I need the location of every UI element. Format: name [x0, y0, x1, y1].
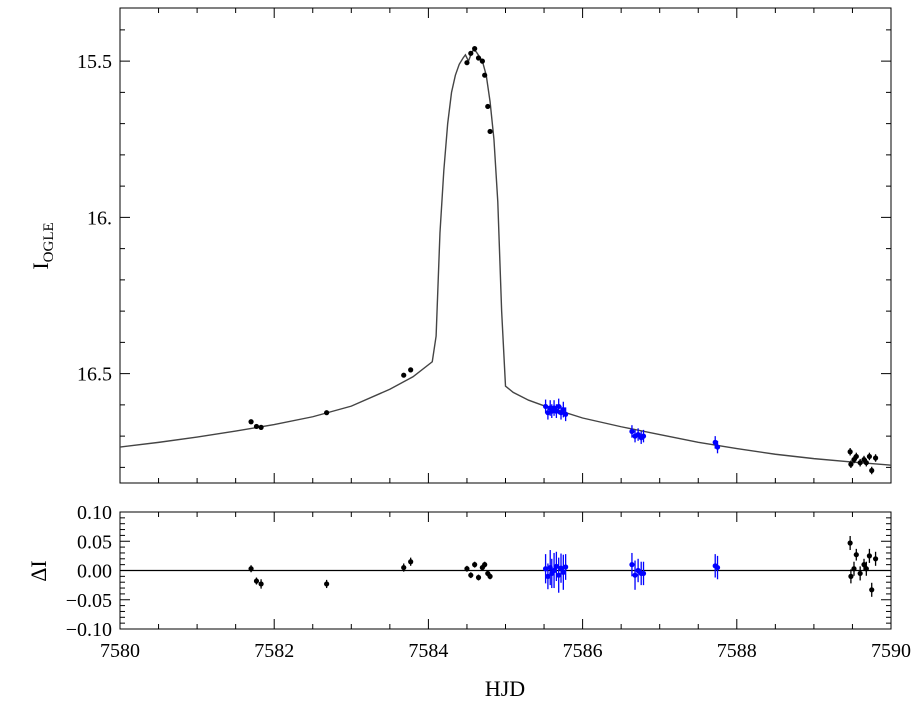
light-curve-point [853, 453, 859, 460]
residual-point [872, 556, 879, 562]
light-curve-plot-frame [119, 7, 892, 484]
light-curve-point [542, 403, 549, 410]
light-curve-point [714, 444, 721, 450]
light-curve-point [563, 411, 569, 417]
light-curve-point [475, 55, 482, 61]
x-tick-label: 7584 [408, 640, 448, 662]
light-curve-point [401, 372, 407, 378]
y-tick-label-res: 0.10 [77, 502, 112, 524]
x-axis-title: HJD [485, 676, 525, 701]
residuals-data-points [248, 535, 879, 597]
residual-point [632, 572, 638, 578]
y-tick-label-main: 15.5 [77, 51, 112, 73]
light-curve-point [848, 461, 854, 467]
y-axis-title-subscript: OGLE [41, 222, 57, 262]
residual-point [542, 566, 549, 572]
light-curve-point [866, 453, 873, 460]
y-axis-title-residuals: ΔI [26, 560, 51, 581]
model-curve [119, 49, 892, 466]
x-tick-label: 7590 [871, 640, 911, 662]
light-curve-point [248, 419, 254, 425]
residual-point [851, 566, 857, 572]
residuals-tick-labels: 7580 7582 7584 7586 7588 7590 −0.10 −0.05 0.00 0.… [66, 502, 911, 662]
residual-point [551, 567, 557, 574]
y-tick-label-res: −0.10 [66, 619, 112, 641]
light-curve-point [468, 50, 474, 56]
light-curve-panel: 15.5 16. 16.5 IOGLE [28, 7, 892, 484]
residual-point [861, 562, 867, 568]
x-tick-label: 7588 [717, 640, 757, 662]
light-curve-point [487, 128, 493, 135]
residual-point [482, 562, 488, 568]
residual-point [553, 563, 559, 570]
residual-point [848, 573, 854, 579]
residual-point [714, 564, 721, 571]
residual-point [563, 564, 569, 570]
residual-point [629, 562, 635, 568]
residual-point [556, 572, 562, 578]
light-curve-tick-labels: 15.5 16. 16.5 [77, 51, 112, 386]
y-axis-title-main: IOGLE [28, 222, 57, 269]
residual-point [464, 566, 470, 572]
residual-point [258, 581, 264, 587]
light-curve-point [479, 58, 485, 64]
residual-point [472, 562, 478, 568]
residual-point [853, 552, 859, 558]
light-curve-point [553, 408, 559, 414]
light-curve-point [560, 406, 566, 413]
y-axis-title-symbol: I [28, 262, 53, 269]
residual-point [248, 566, 254, 572]
residual-point [560, 569, 566, 575]
light-curve-point [712, 439, 718, 445]
residual-point [640, 570, 647, 577]
light-curve-point [640, 433, 647, 439]
light-curve-point [556, 403, 562, 410]
light-curve-point [408, 367, 414, 373]
y-tick-label-res: −0.05 [66, 590, 112, 612]
residual-point [545, 573, 551, 579]
light-curve-point [847, 449, 853, 455]
light-curve-point [472, 46, 478, 52]
x-tick-label: 7580 [100, 640, 140, 662]
y-tick-label-res: 0.05 [77, 531, 112, 553]
light-curve-point [485, 103, 491, 110]
residual-point [857, 570, 863, 577]
residual-point [487, 573, 493, 579]
light-curve-point [872, 455, 879, 461]
light-curve-point [482, 72, 488, 78]
y-tick-label-res: 0.00 [77, 561, 112, 583]
residual-point [475, 574, 482, 581]
light-curve-point [464, 60, 470, 66]
residual-point [253, 578, 260, 584]
residuals-panel: 7580 7582 7584 7586 7588 7590 −0.10 −0.05 0.00 0.… [26, 502, 911, 701]
model-curve-group [119, 49, 892, 466]
residual-point [324, 581, 330, 587]
light-curve-point [869, 467, 875, 474]
residual-point [468, 572, 474, 578]
light-curve-point [857, 460, 863, 466]
residual-point [558, 565, 564, 571]
residual-point [847, 540, 853, 546]
x-tick-label: 7582 [254, 640, 294, 662]
light-curve-point [253, 423, 260, 430]
light-curve-point [863, 460, 869, 466]
residual-point [408, 559, 414, 565]
residual-point [401, 564, 407, 571]
light-curve-ticks [119, 8, 892, 483]
light-curve-point [258, 424, 264, 430]
residual-point [869, 587, 875, 593]
y-tick-label-main: 16.5 [77, 364, 112, 386]
y-tick-label-main: 16. [87, 207, 112, 229]
x-tick-label: 7586 [563, 640, 603, 662]
light-curve-data-points [248, 46, 879, 475]
residual-point [866, 553, 873, 559]
light-curve-point [629, 428, 635, 435]
light-curve-point [324, 410, 330, 416]
residual-point [863, 566, 869, 572]
